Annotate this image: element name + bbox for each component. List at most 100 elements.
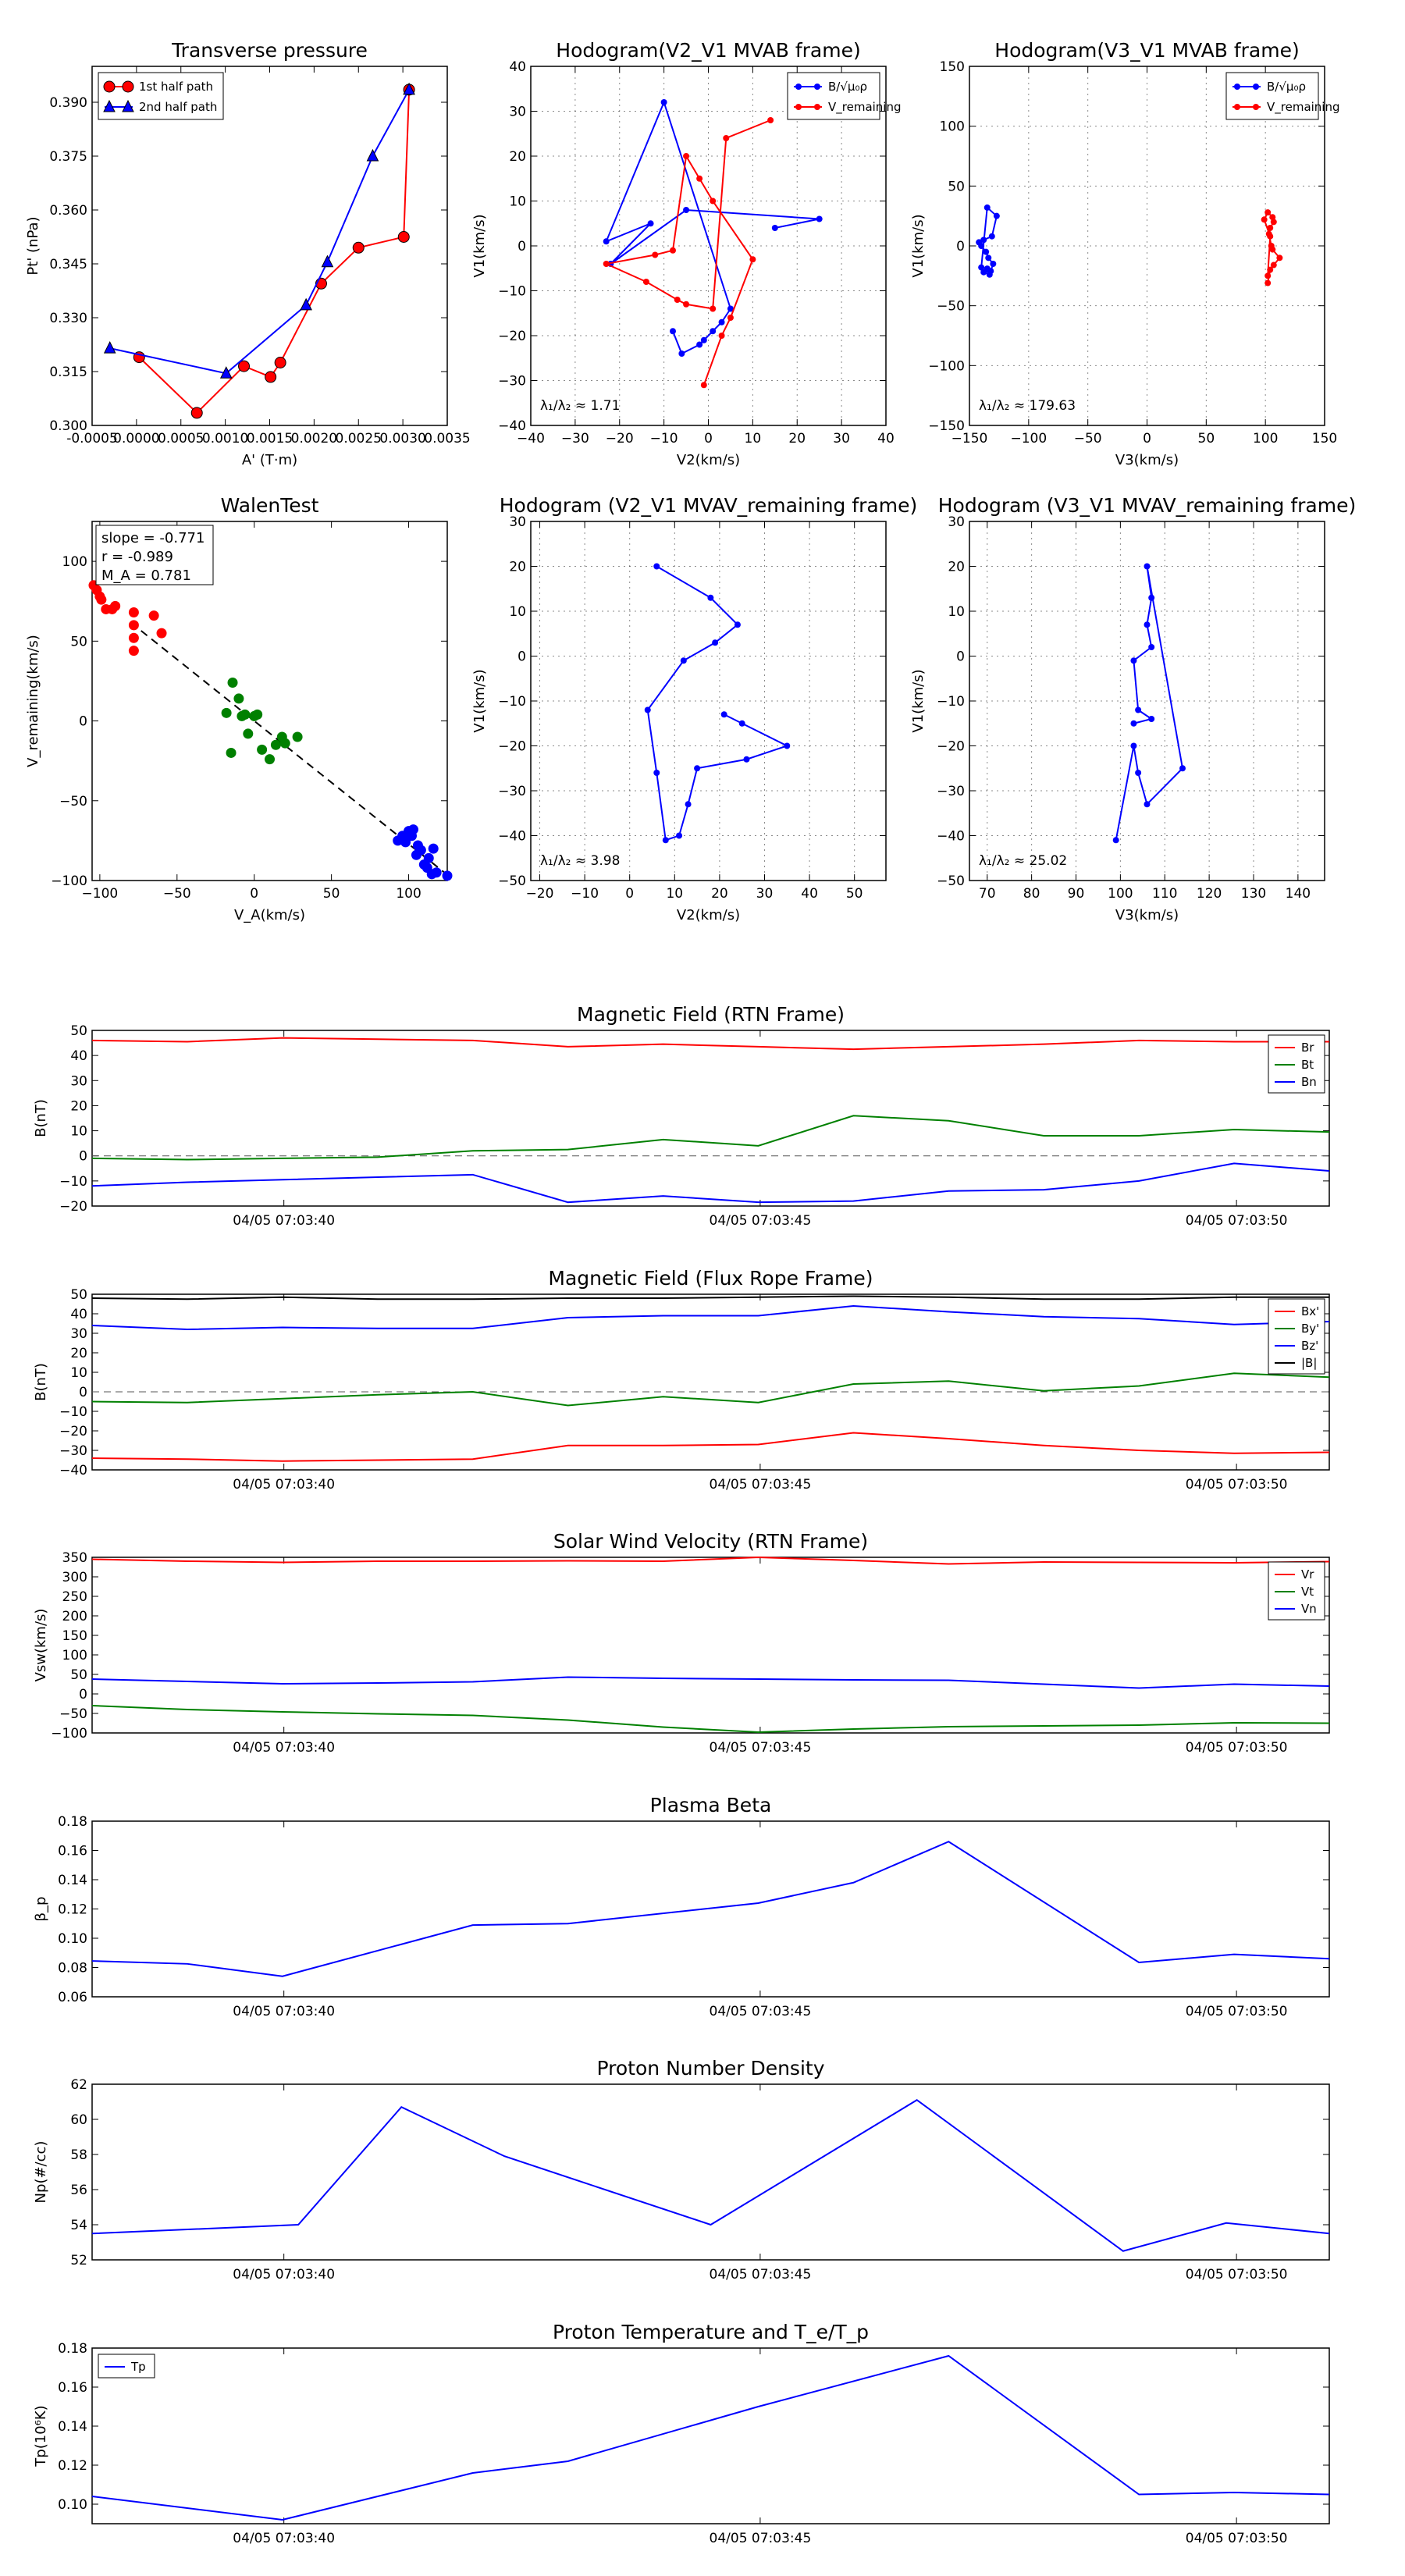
y-tick-label: 20 — [509, 560, 526, 575]
data-point — [1267, 225, 1274, 231]
data-point — [683, 153, 690, 159]
data-point — [270, 739, 281, 750]
data-point — [190, 407, 203, 419]
data-point — [148, 610, 159, 621]
data-point — [274, 357, 286, 368]
fit-line — [130, 621, 448, 876]
x-tick-label: 130 — [1241, 886, 1266, 902]
x-tick-label: 70 — [979, 886, 996, 902]
y-tick-label: 40 — [70, 1307, 87, 1322]
data-point — [128, 646, 139, 656]
y-axis-label: Vsw(km/s) — [33, 1609, 49, 1682]
y-tick-label: 0.12 — [58, 2458, 87, 2474]
y-tick-label: −20 — [937, 739, 965, 755]
data-point — [767, 117, 774, 123]
data-point — [233, 693, 244, 704]
y-tick-label: 50 — [948, 179, 965, 194]
y-tick-label: 10 — [70, 1124, 87, 1140]
legend-label: Vn — [1301, 1602, 1317, 1616]
data-point — [723, 135, 730, 141]
y-tick-label: −20 — [59, 1199, 87, 1215]
x-tick-label: 04/05 07:03:40 — [233, 1213, 335, 1229]
y-tick-label: 30 — [948, 514, 965, 530]
y-tick-label: 0 — [956, 649, 965, 665]
data-point — [103, 340, 116, 354]
x-tick-label: 0 — [625, 886, 634, 902]
y-tick-label: 30 — [70, 1326, 87, 1342]
y-tick-label: −10 — [498, 694, 526, 710]
x-tick-label: 0.0030 — [379, 431, 425, 447]
y-tick-label: 150 — [940, 59, 965, 75]
data-point — [680, 657, 687, 664]
x-tick-label: 0.0005 — [158, 431, 204, 447]
x-tick-label: 04/05 07:03:50 — [1186, 1477, 1288, 1493]
data-point — [718, 318, 725, 326]
stat-text: r = -0.989 — [101, 549, 173, 565]
series-line — [91, 1162, 1330, 1204]
series-line — [646, 565, 789, 841]
data-point — [696, 175, 703, 182]
data-point — [603, 238, 610, 245]
y-tick-label: 0.345 — [49, 257, 87, 272]
y-tick-label: −20 — [498, 739, 526, 755]
x-tick-label: 04/05 07:03:50 — [1186, 1213, 1288, 1229]
data-point — [428, 843, 439, 854]
walen-chart: WalenTest −100 −50 0 50 100 V_remaining(km/s) −… — [25, 494, 453, 923]
data-point — [980, 269, 987, 276]
y-tick-label: 0 — [518, 649, 526, 665]
legend-label: B/√μ₀ρ — [1267, 80, 1306, 94]
data-point — [814, 104, 820, 110]
h4-chart: Hodogram (V3_V1 MVAV_remaining frame) −50… — [910, 494, 1356, 923]
legend-label: Bx' — [1301, 1304, 1319, 1318]
legend: B/√μ₀ρ V_remaining — [787, 72, 902, 120]
legend-label: Br — [1301, 1041, 1314, 1055]
x-tick-label: 04/05 07:03:45 — [710, 2531, 812, 2546]
y-tick-label: 100 — [940, 119, 965, 135]
x-tick-label: 04/05 07:03:45 — [710, 1477, 812, 1493]
chart-title: Hodogram(V2_V1 MVAB frame) — [556, 39, 860, 62]
data-point — [710, 197, 717, 205]
x-tick-label: 04/05 07:03:40 — [233, 1477, 335, 1493]
data-point — [976, 239, 983, 246]
y-tick-label: 30 — [509, 105, 526, 120]
x-axis-label: V3(km/s) — [1115, 907, 1179, 923]
data-point — [103, 99, 116, 112]
data-point — [988, 233, 995, 240]
data-point — [1264, 279, 1272, 286]
x-tick-label: 40 — [877, 431, 895, 447]
x-tick-label: −20 — [526, 886, 554, 902]
y-tick-label: 56 — [70, 2183, 87, 2198]
data-point — [784, 742, 791, 749]
x-tick-label: 110 — [1152, 886, 1177, 902]
legend-label: 2nd half path — [139, 100, 217, 114]
x-tick-label: −50 — [1074, 431, 1102, 447]
y-tick-label: −100 — [51, 873, 87, 889]
ratio-annotation: λ₁/λ₂ ≈ 25.02 — [979, 853, 1067, 869]
data-point — [1112, 837, 1119, 844]
data-point — [694, 765, 701, 772]
x-tick-label: 04/05 07:03:45 — [710, 2267, 812, 2282]
data-point — [103, 80, 116, 93]
data-point — [700, 336, 707, 343]
data-point — [1135, 770, 1142, 776]
x-tick-label: 80 — [1023, 886, 1040, 902]
y-tick-label: 0 — [518, 239, 526, 254]
y-tick-label: 62 — [70, 2077, 87, 2093]
data-point — [257, 744, 268, 755]
data-point — [707, 594, 714, 601]
y-tick-label: 50 — [70, 1287, 87, 1303]
data-point — [1234, 84, 1240, 90]
data-point — [683, 301, 690, 308]
x-tick-label: 100 — [1253, 431, 1278, 447]
series-line — [91, 1556, 1330, 1565]
data-point — [400, 837, 411, 848]
data-point — [122, 80, 134, 93]
x-tick-label: 150 — [1312, 431, 1337, 447]
y-axis-label: V1(km/s) — [910, 669, 927, 732]
y-tick-label: 0.12 — [58, 1902, 87, 1918]
x-tick-label: 90 — [1068, 886, 1085, 902]
data-point — [734, 621, 741, 628]
y-tick-label: 0.16 — [58, 1844, 87, 1859]
data-point — [1261, 216, 1268, 223]
legend-label: |B| — [1301, 1356, 1317, 1370]
